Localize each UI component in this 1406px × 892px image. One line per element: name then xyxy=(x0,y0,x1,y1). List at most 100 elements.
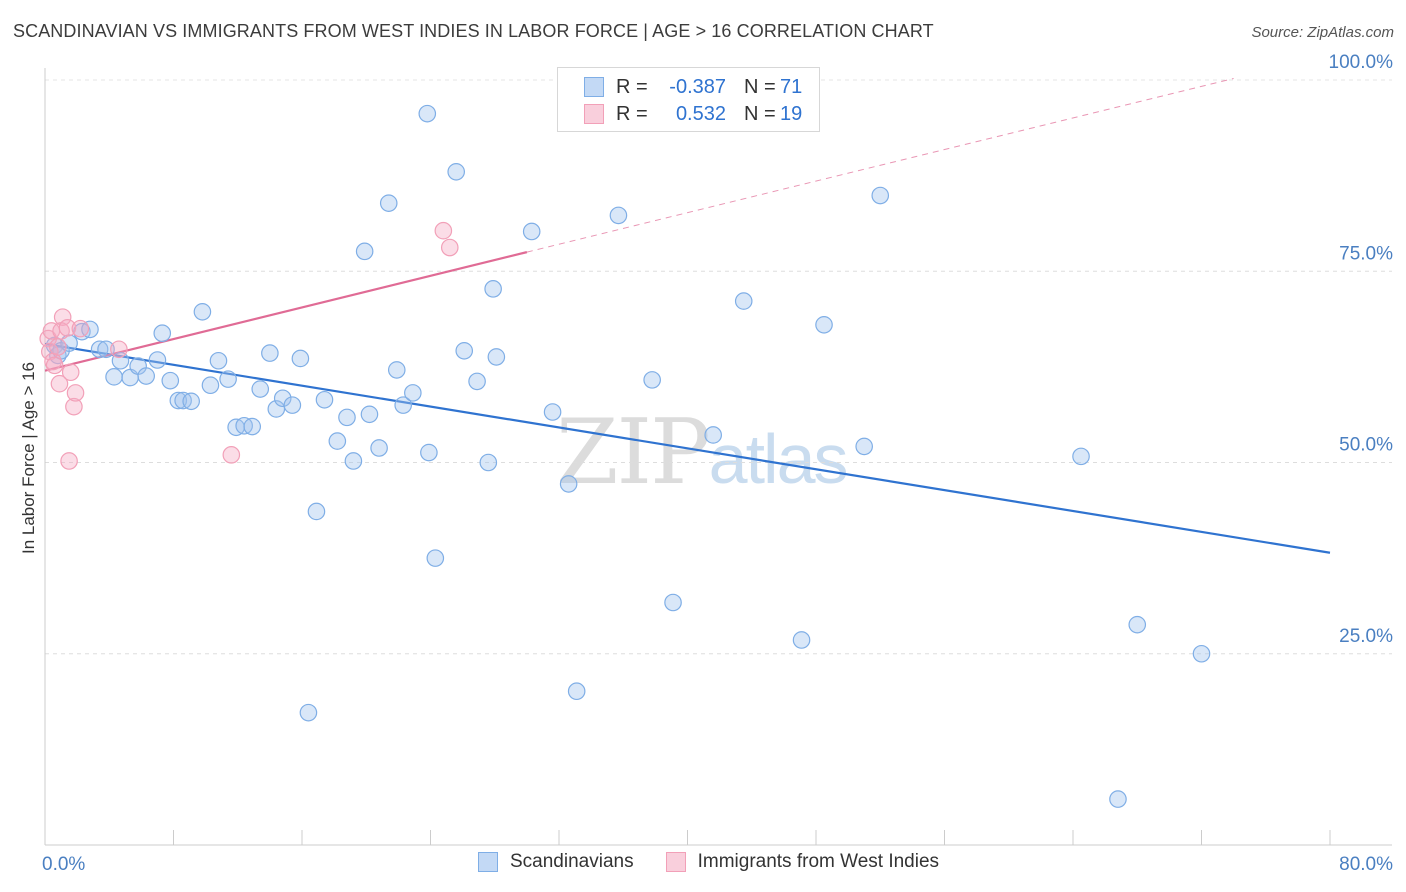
point-scandinavian xyxy=(479,453,498,472)
point-scandinavian xyxy=(355,242,374,261)
legend-r-label: R = xyxy=(616,75,648,98)
legend-label: Scandinavians xyxy=(510,851,634,872)
point-scandinavian xyxy=(261,344,279,362)
legend-label: Immigrants from West Indies xyxy=(697,851,940,872)
point-scandinavian xyxy=(273,389,292,408)
point-scandinavian xyxy=(360,405,379,424)
x-tick-label: 80.0% xyxy=(1339,854,1393,875)
chart-title: SCANDINAVIAN VS IMMIGRANTS FROM WEST IND… xyxy=(13,21,934,41)
point-scandinavian xyxy=(643,371,661,389)
point-scandinavian xyxy=(447,163,465,181)
point-scandinavian xyxy=(251,380,270,398)
point-scandinavian xyxy=(855,437,873,456)
point-scandinavian xyxy=(153,324,172,343)
point-west-indies xyxy=(58,319,77,337)
point-west-indies xyxy=(60,452,78,470)
point-scandinavian xyxy=(219,370,237,388)
legend-swatch-pink xyxy=(665,852,686,872)
point-scandinavian xyxy=(734,292,753,310)
point-scandinavian xyxy=(370,439,388,457)
source-credit: Source: ZipAtlas.com xyxy=(1251,24,1394,41)
point-scandinavian xyxy=(299,703,318,722)
legend-n-label: N = xyxy=(744,75,776,98)
point-scandinavian xyxy=(1072,447,1090,466)
point-west-indies xyxy=(110,340,128,359)
point-scandinavian xyxy=(291,349,310,368)
point-scandinavian xyxy=(394,396,412,414)
point-scandinavian xyxy=(792,631,811,649)
point-scandinavian xyxy=(307,502,326,521)
point-scandinavian xyxy=(201,376,220,395)
trend-line-west-indies xyxy=(44,251,528,372)
point-west-indies xyxy=(45,356,64,375)
point-scandinavian xyxy=(193,302,212,321)
legend-row-scandinavians: R = -0.387 N = 71 xyxy=(584,74,802,100)
point-west-indies xyxy=(222,446,241,464)
y-tick-label: 50.0% xyxy=(1339,435,1393,456)
axis-labels: In Labor Force | Age > 16 25.0% 50.0% 75.0… xyxy=(19,52,1393,875)
point-scandinavian xyxy=(328,432,347,450)
y-tick-label: 100.0% xyxy=(1329,52,1394,73)
point-west-indies xyxy=(53,308,72,326)
point-scandinavian xyxy=(387,361,406,379)
point-west-indies xyxy=(50,374,69,393)
point-scandinavian xyxy=(283,396,302,414)
point-scandinavian xyxy=(522,222,541,241)
point-scandinavian xyxy=(161,371,180,390)
point-west-indies xyxy=(434,221,453,240)
point-west-indies xyxy=(49,338,67,356)
grid-lines xyxy=(45,79,1392,655)
legend-item-scandinavians: Scandinavians xyxy=(478,851,634,873)
watermark-zip: ZIP xyxy=(556,400,711,505)
point-west-indies xyxy=(440,238,459,257)
point-scandinavian xyxy=(871,186,890,205)
point-scandinavian xyxy=(404,384,422,402)
point-scandinavian xyxy=(81,320,99,339)
point-scandinavian xyxy=(815,315,833,334)
watermark-atlas: atlas xyxy=(708,420,849,498)
point-scandinavian xyxy=(315,390,334,409)
legend-n-label: N = xyxy=(744,102,776,125)
point-scandinavian xyxy=(182,392,200,411)
point-west-indies xyxy=(66,384,85,402)
legend-item-west-indies: Immigrants from West Indies xyxy=(665,851,940,873)
trend-extension-west-indies xyxy=(526,77,1234,253)
point-scandinavian xyxy=(664,593,682,612)
x-tick-label: 0.0% xyxy=(42,854,85,875)
legend-swatch-pink xyxy=(584,104,604,124)
legend-row-west-indies: R = 0.532 N = 19 xyxy=(584,101,802,127)
point-scandinavian xyxy=(90,340,109,359)
legend-n-value: 71 xyxy=(780,75,803,98)
trend-lines xyxy=(44,77,1331,554)
point-scandinavian xyxy=(468,372,486,391)
legend-r-label: R = xyxy=(616,102,648,125)
point-scandinavian xyxy=(567,682,586,701)
point-scandinavian xyxy=(420,443,438,462)
y-axis-label: In Labor Force | Age > 16 xyxy=(19,362,38,554)
data-points xyxy=(39,104,1211,808)
legend-n-value: 19 xyxy=(780,102,803,125)
point-west-indies xyxy=(65,397,83,416)
point-scandinavian xyxy=(169,391,188,410)
point-scandinavian xyxy=(137,367,155,385)
axes xyxy=(44,68,1392,846)
point-scandinavian xyxy=(1192,644,1211,663)
point-scandinavian xyxy=(455,342,474,360)
point-scandinavian xyxy=(704,426,722,444)
point-scandinavian xyxy=(543,403,562,421)
y-tick-label: 25.0% xyxy=(1339,626,1393,647)
point-scandinavian xyxy=(148,351,167,369)
y-tick-label: 75.0% xyxy=(1339,243,1393,264)
point-scandinavian xyxy=(97,340,115,359)
point-west-indies xyxy=(41,342,59,361)
series-legend: Scandinavians Immigrants from West Indie… xyxy=(478,851,971,873)
legend-swatch-blue xyxy=(478,852,498,872)
point-scandinavian xyxy=(418,104,437,123)
point-west-indies xyxy=(71,319,90,338)
point-scandinavian xyxy=(1128,615,1147,634)
point-scandinavian xyxy=(426,549,445,567)
point-scandinavian xyxy=(209,351,228,370)
point-scandinavian xyxy=(105,368,123,386)
point-scandinavian xyxy=(484,280,502,298)
